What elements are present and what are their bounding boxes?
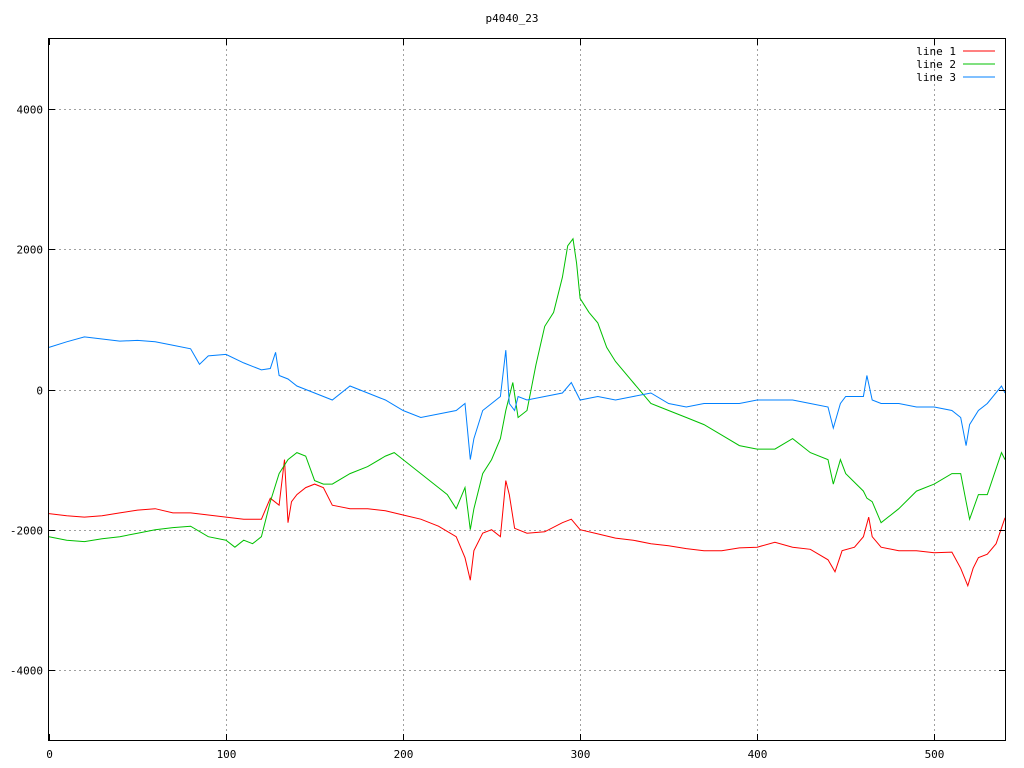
y-tick-label: -2000	[10, 525, 43, 538]
legend-label: line 3	[916, 71, 956, 84]
legend-label: line 1	[916, 45, 956, 58]
grid	[49, 39, 1005, 740]
series-line-1	[48, 459, 1006, 588]
x-tick-label: 500	[925, 748, 945, 761]
x-tick-label: 200	[394, 748, 414, 761]
x-tick-label: 300	[571, 748, 591, 761]
x-tick-label: 400	[748, 748, 768, 761]
series-line-2	[48, 237, 1006, 548]
chart-title: p4040_23	[486, 12, 539, 25]
x-tick-label: 0	[46, 748, 53, 761]
y-tick-label: -4000	[10, 665, 43, 678]
legend-label: line 2	[916, 58, 956, 71]
series-group	[48, 237, 1006, 588]
x-tick-label: 100	[217, 748, 237, 761]
axis-ticks: 0 100 200 300 400 500 -4000 -2000 0 2000 4000	[10, 39, 1005, 761]
y-tick-label: 2000	[17, 244, 44, 257]
y-tick-label: 4000	[17, 104, 44, 117]
plot-frame	[48, 38, 1006, 741]
y-tick-label: 0	[36, 385, 43, 398]
series-line-3	[48, 336, 1006, 460]
